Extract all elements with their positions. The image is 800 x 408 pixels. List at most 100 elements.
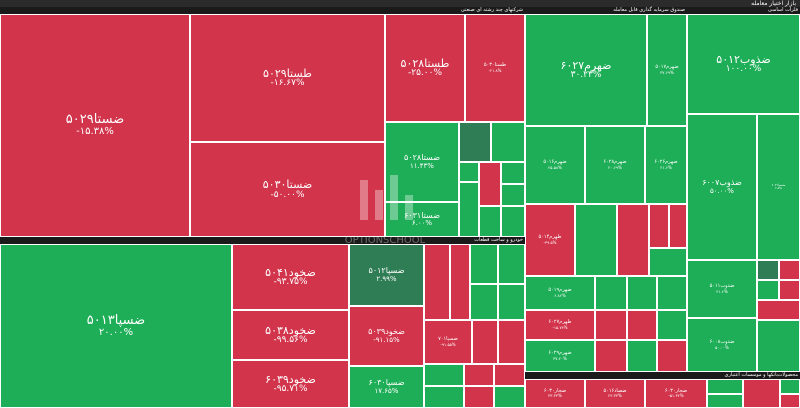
tile-change: ۲۳.۳۳% (608, 393, 622, 399)
tile-change: ۳۰.۲۳% (570, 70, 602, 81)
tile-small[interactable] (494, 386, 525, 408)
tile-change: ۵۰.۰۰% (710, 186, 734, 195)
tile-djar6030[interactable]: ضجار۶۰۳۰ -۵۱.۳۴% (645, 379, 707, 408)
tile-small[interactable] (757, 260, 779, 280)
tile-dhrm5019[interactable]: ضهرم۵۰۱۹ ۶.۸۲% (525, 276, 595, 310)
tile-small[interactable] (494, 364, 525, 386)
tile-dsta6031[interactable]: ضستا۶۰۳۱ ۶.۰۰% (385, 202, 459, 237)
tile-symbol: ضخود۵۰۳۸ (265, 323, 316, 337)
tile-dspa5013[interactable]: ضسپا۵۰۱۳ ۲۰.۰۰% (0, 244, 232, 408)
tile-dzob6007[interactable]: ضذوب۶۰۰۷ ۵۰.۰۰% (687, 114, 757, 260)
tile-small[interactable] (757, 280, 779, 300)
tile-small[interactable] (459, 162, 479, 182)
tile-symbol: ضخود۵۰۳۹ (368, 327, 405, 337)
tile-symbol: ضستا۶۰۳۱ (404, 210, 440, 220)
tile-small[interactable] (779, 280, 800, 300)
tile-dsta5030[interactable]: ضستا۵۰۳۰ -۵۰.۰۰% (190, 142, 385, 237)
tile-small[interactable] (501, 184, 525, 206)
tile-small[interactable] (575, 204, 617, 276)
tile-small[interactable] (707, 394, 743, 408)
tile-small[interactable] (669, 204, 687, 248)
tile-small[interactable] (479, 162, 501, 206)
tile-change: ۶.۰۰% (411, 219, 433, 228)
tile-change: ۶.۸۲% (554, 292, 566, 298)
tile-symbol: ضهرم۶۰۲۶ (654, 159, 678, 166)
tile-dsta5029[interactable]: ضستا۵۰۲۹ -۱۵.۳۸% (0, 14, 190, 237)
tile-small[interactable] (595, 340, 627, 372)
tile-dkhod5039[interactable]: ضخود۵۰۳۹ -۹۱.۱۵% (349, 306, 424, 366)
tile-dkhod6039[interactable]: ضخود۶۰۳۹ -۹۵.۷۱% (232, 360, 349, 408)
tile-dsta5028[interactable]: ضستا۵۰۲۸ ۱۱.۴۳% (385, 122, 459, 202)
tile-dspa5012[interactable]: ضسپا۵۰۱۲ ۲.۹۹% (349, 244, 424, 306)
tile-small[interactable]: ضسپا۷۰۱ -۹۱.۵۵% (424, 320, 472, 364)
tile-small[interactable] (501, 206, 525, 237)
tile-small[interactable] (459, 182, 479, 237)
tile-small[interactable] (595, 276, 627, 310)
tile-small[interactable] (627, 310, 657, 340)
tile-small[interactable] (491, 122, 525, 162)
tile-small[interactable] (657, 276, 687, 310)
tile-symbol: ضهرم۵۰۱۷ (655, 64, 679, 71)
tile-dhrm6028[interactable]: ضهرم۶۰۲۸ ۲۰.۶۹% (585, 126, 645, 204)
tile-small[interactable] (464, 386, 494, 408)
tile-dhrm5017[interactable]: ضهرم۵۰۱۷ ۳۷.۶۹% (647, 14, 687, 126)
tile-small[interactable] (780, 379, 800, 394)
tile-dspa6030[interactable]: ضسپا۶۰۳۰ ۱۷.۶۵% (349, 366, 424, 408)
tile-small[interactable] (498, 320, 525, 364)
tile-small[interactable] (649, 204, 669, 248)
tile-symbol: ضصاد۵۰۱۶ (603, 387, 627, 394)
tile-small[interactable] (424, 244, 450, 320)
tile-small[interactable] (498, 284, 525, 320)
tile-small[interactable] (743, 379, 780, 408)
sector-title-automotive: خودرو و ساخت قطعات (474, 237, 523, 243)
tile-small[interactable] (424, 386, 464, 408)
tile-symbol: ضستا۵۰۲۹ (65, 112, 125, 128)
tile-dzob5012[interactable]: ضذوب۵۰۱۲ ۱۰۰.۰۰% (687, 14, 800, 114)
tile-small[interactable] (780, 394, 800, 408)
tile-small[interactable] (757, 300, 800, 320)
tile-tsta5030[interactable]: طستا۵۰۳۰ -۲۱.۸% (465, 14, 525, 122)
tile-dkhod5041[interactable]: ضخود۵۰۴۱ -۹۳.۷۵% (232, 244, 349, 310)
tile-small[interactable] (657, 310, 687, 340)
tile-small[interactable] (501, 162, 525, 184)
tile-symbol: ضهرم۶۰۲۸ (603, 159, 627, 166)
tile-tsta5028[interactable]: طستا۵۰۲۸ -۲۵.۰۰% (385, 14, 465, 122)
tile-small[interactable] (450, 244, 470, 320)
tile-dhrm6027[interactable]: ضهرم۶۰۲۷ ۳۰.۲۳% (525, 14, 647, 126)
tile-small[interactable] (464, 364, 494, 386)
tile-symbol: ضهرم۵۰۱۶ (543, 159, 567, 166)
tile-small[interactable]: ضسپا۶۰۳۱ ۶.۸% (757, 114, 800, 260)
tile-change: ۶.۸% (774, 186, 783, 190)
tile-thrm6027[interactable]: طهرم۶۰۲۷ -۱۵.۷۴% (525, 310, 595, 340)
tile-small[interactable] (424, 364, 464, 386)
tile-small[interactable] (472, 320, 498, 364)
tile-small[interactable] (470, 244, 498, 284)
tile-symbol: ضخود۶۰۳۹ (265, 372, 316, 386)
tile-dkhod5038[interactable]: ضخود۵۰۳۸ -۹۹.۵۶% (232, 310, 349, 360)
tile-small[interactable] (757, 320, 800, 372)
tile-small[interactable] (617, 204, 649, 276)
tile-small[interactable] (470, 284, 498, 320)
sector-industrial: شرکتهای چند رشته ای صنعتی (0, 7, 525, 237)
tile-dzob5011[interactable]: ضذوب۵۰۱۱ ۲۱.۶% (687, 260, 757, 318)
tile-dzob6008[interactable]: ضذوب۶۰۰۸ ۵۰.۰۰% (687, 318, 757, 372)
tile-symbol: ضسپا۶۰۳۱ (771, 182, 786, 187)
tile-dhrm6029[interactable]: ضهرم۶۰۲۹ ۳۷.۲۰% (525, 340, 595, 372)
tile-symbol: طستا۵۰۲۹ (263, 66, 312, 80)
tile-dsad5016[interactable]: ضصاد۵۰۱۶ ۲۳.۳۳% (585, 379, 645, 408)
tile-dhrm6026[interactable]: ضهرم۶۰۲۶ ۲۱.۶% (645, 126, 687, 204)
tile-small[interactable] (627, 276, 657, 310)
tile-small[interactable] (498, 244, 525, 284)
tile-small[interactable] (649, 248, 687, 276)
tile-small[interactable] (779, 260, 800, 280)
tile-small[interactable] (459, 122, 491, 162)
tile-dhrm5016[interactable]: ضهرم۵۰۱۶ ۲۵.۵۸% (525, 126, 585, 204)
tile-small[interactable] (627, 340, 657, 372)
tile-dsar6030[interactable]: ضجار۶۰۳۰ ۳۳.۳۳% (525, 379, 585, 408)
tile-tsta5029[interactable]: طستا۵۰۲۹ -۱۶.۶۷% (190, 14, 385, 142)
tile-small[interactable] (707, 379, 743, 394)
tile-small[interactable] (595, 310, 627, 340)
tile-small[interactable] (479, 206, 501, 237)
tile-small[interactable] (657, 340, 687, 372)
tile-thrm5014[interactable]: طهرم۵۰۱۴ -۳۹.۵% (525, 204, 575, 276)
